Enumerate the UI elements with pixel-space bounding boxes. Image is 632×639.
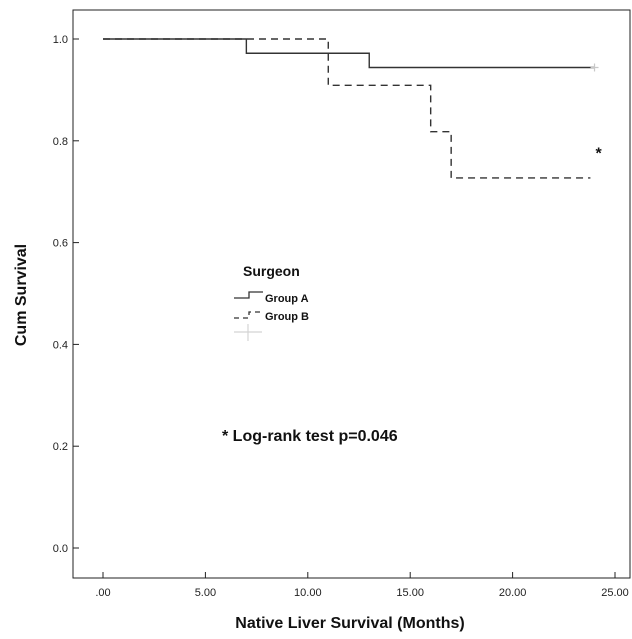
x-tick-label: .00 <box>95 587 110 599</box>
y-tick-label: 1.0 <box>53 34 68 46</box>
x-axis-title: Native Liver Survival (Months) <box>235 615 464 632</box>
series-group-b-line <box>103 38 591 179</box>
y-axis: 0.0 0.2 0.4 0.6 0.8 1.0 <box>53 34 79 555</box>
x-tick-label: 5.00 <box>195 587 216 599</box>
y-tick-label: 0.0 <box>53 543 68 555</box>
legend-title: Surgeon <box>243 263 300 279</box>
series-group-a-line <box>103 38 595 69</box>
y-tick-label: 0.8 <box>53 136 68 148</box>
y-tick-label: 0.6 <box>53 238 68 250</box>
x-axis: .00 5.00 10.00 15.00 20.00 25.00 <box>95 572 629 599</box>
series-layer: * <box>103 38 602 179</box>
x-tick-label: 25.00 <box>601 587 629 599</box>
y-tick-label: 0.4 <box>53 339 68 351</box>
y-tick-label: 0.2 <box>53 441 68 453</box>
legend-label-group-a: Group A <box>265 293 309 305</box>
censor-marker-group-a <box>590 63 599 72</box>
x-tick-label: 20.00 <box>499 587 527 599</box>
significance-star: * <box>595 145 602 162</box>
y-axis-title: Cum Survival <box>13 244 30 346</box>
legend: Surgeon Group A Group B <box>234 263 309 341</box>
legend-line-group-a <box>234 291 263 299</box>
x-tick-label: 15.00 <box>396 587 424 599</box>
legend-line-group-b <box>234 311 263 319</box>
x-tick-label: 10.00 <box>294 587 322 599</box>
legend-censor-marker <box>234 324 262 341</box>
plot-frame <box>72 9 631 579</box>
legend-label-group-b: Group B <box>265 311 309 323</box>
log-rank-annotation: * Log-rank test p=0.046 <box>222 428 398 445</box>
